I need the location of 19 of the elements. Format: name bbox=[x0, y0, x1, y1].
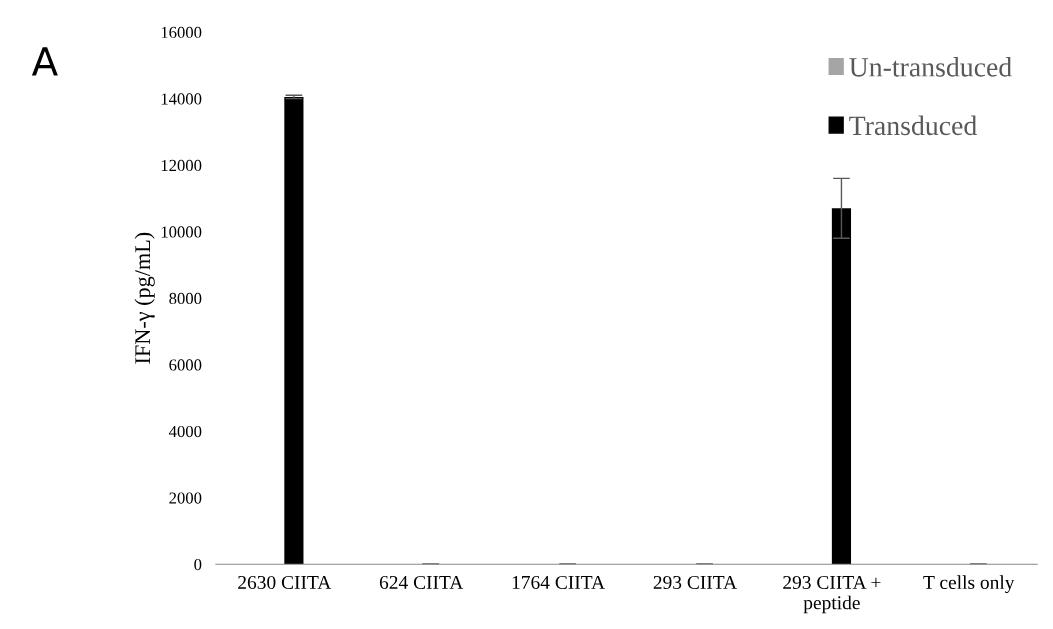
y-axis-title: IFN-γ (pg/mL) bbox=[134, 232, 155, 364]
legend-label: Un-transduced bbox=[849, 57, 1012, 77]
y-tick-label: 16000 bbox=[161, 26, 202, 39]
y-tick-label: 12000 bbox=[161, 159, 202, 172]
x-tick-label: 1764 CIITA bbox=[512, 575, 605, 590]
text: A bbox=[31, 47, 58, 76]
y-tick-label: 4000 bbox=[168, 425, 202, 438]
y-tick-label: 6000 bbox=[169, 359, 202, 371]
y-tick-label: 2000 bbox=[169, 492, 202, 504]
x-tick-label: 293 CIITA + peptide bbox=[783, 575, 881, 614]
legend-label: Transduced bbox=[849, 115, 977, 136]
x-tick-label: 2630 CIITA bbox=[238, 575, 332, 590]
y-tick-label: 14000 bbox=[161, 93, 202, 105]
x-tick-label: 624 CIITA bbox=[379, 575, 464, 590]
x-tick-label: T cells only bbox=[923, 575, 1015, 594]
y-tick-label: 10000 bbox=[161, 226, 202, 238]
x-tick-label: 293 CIITA bbox=[653, 575, 737, 590]
y-tick-label: 0 bbox=[194, 558, 202, 571]
y-tick-label: 8000 bbox=[169, 292, 202, 305]
